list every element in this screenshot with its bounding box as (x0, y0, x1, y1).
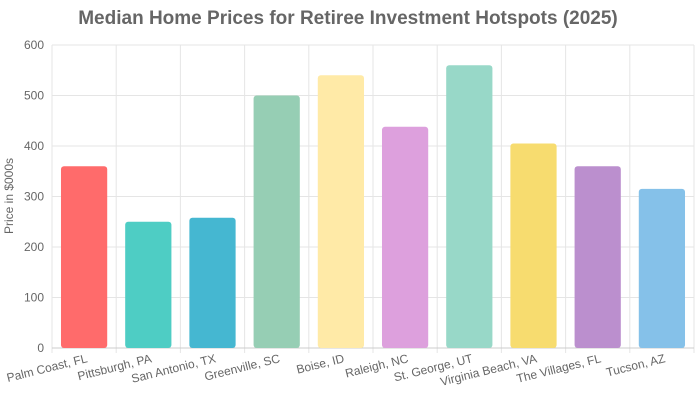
y-tick-label: 600 (24, 38, 44, 52)
bar (638, 188, 686, 348)
bar (125, 221, 172, 348)
bar (446, 65, 493, 348)
y-tick-label: 300 (24, 190, 44, 204)
bar (574, 166, 621, 348)
y-tick-label: 100 (24, 291, 44, 305)
x-tick-label: Boise, ID (295, 351, 346, 376)
bars (60, 65, 686, 349)
chart-title: Median Home Prices for Retiree Investmen… (78, 8, 618, 29)
bar (60, 166, 108, 348)
grid-lines (51, 44, 695, 353)
bar (253, 95, 300, 348)
bar (510, 143, 557, 348)
y-tick-label: 500 (24, 89, 44, 103)
y-tick-label: 0 (37, 341, 44, 355)
bar (317, 75, 365, 349)
y-axis-label: Price in $000s (2, 158, 16, 234)
bar (381, 126, 429, 348)
x-tick-label: Palm Coast, FL (5, 351, 89, 385)
y-axis-ticks: 0 100 200 300 400 500 600 (24, 38, 44, 355)
bar (189, 217, 236, 348)
y-tick-label: 200 (24, 240, 44, 254)
x-tick-label: Tucson, AZ (605, 351, 667, 379)
y-tick-label: 400 (24, 139, 44, 153)
